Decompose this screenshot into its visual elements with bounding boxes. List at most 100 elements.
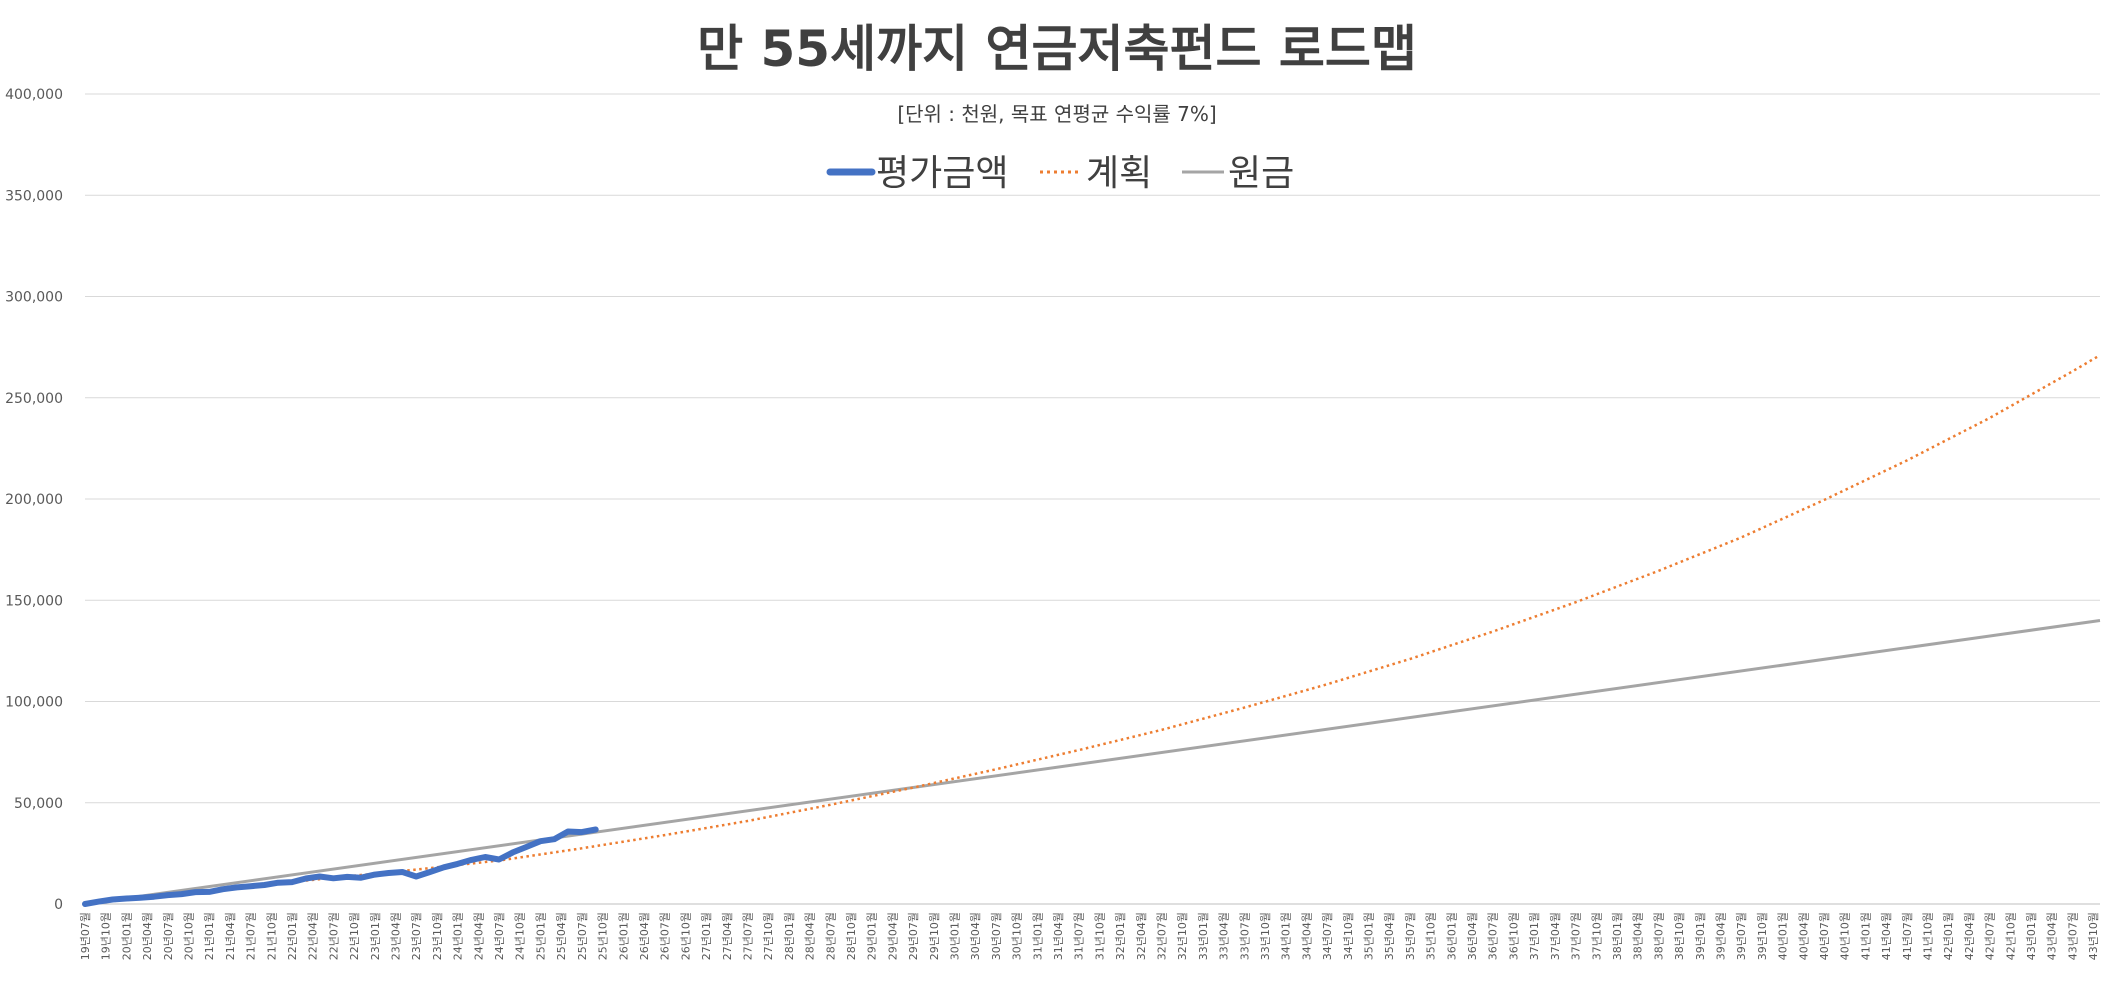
x-tick-label: 24년04월 — [472, 912, 485, 960]
x-tick-label: 31년10월 — [1093, 912, 1106, 960]
x-tick-label: 24년07월 — [493, 912, 506, 960]
x-tick-label: 29년07월 — [907, 912, 920, 960]
x-tick-label: 31년07월 — [1073, 912, 1086, 960]
x-tick-label: 19년10월 — [100, 912, 113, 960]
x-tick-label: 33년01월 — [1197, 912, 1210, 960]
x-tick-label: 22년04월 — [307, 912, 320, 960]
x-tick-label: 35년04월 — [1383, 912, 1396, 960]
x-tick-label: 42년04월 — [1963, 912, 1976, 960]
x-tick-label: 42년07월 — [1984, 912, 1997, 960]
x-tick-label: 23년10월 — [431, 912, 444, 960]
x-tick-label: 39년01월 — [1694, 912, 1707, 960]
x-tick-label: 32년01월 — [1114, 912, 1127, 960]
y-tick-label: 50,000 — [14, 796, 63, 812]
x-tick-label: 25년04월 — [555, 912, 568, 960]
x-tick-label: 37년07월 — [1570, 912, 1583, 960]
x-tick-label: 25년10월 — [597, 912, 610, 960]
x-tick-label: 30년07월 — [990, 912, 1003, 960]
x-tick-label: 38년04월 — [1632, 912, 1645, 960]
x-tick-label: 32년04월 — [1135, 912, 1148, 960]
x-tick-label: 21년04월 — [224, 912, 237, 960]
x-tick-label: 28년07월 — [824, 912, 837, 960]
x-tick-label: 35년07월 — [1404, 912, 1417, 960]
x-tick-label: 28년01월 — [783, 912, 796, 960]
x-tick-label: 24년01월 — [452, 912, 465, 960]
series-line-원금 — [84, 619, 2101, 906]
x-tick-label: 19년07월 — [79, 912, 92, 960]
x-tick-label: 27년04월 — [721, 912, 734, 960]
x-tick-label: 40년10월 — [1839, 912, 1852, 960]
x-tick-label: 20년01월 — [120, 912, 133, 960]
x-tick-label: 42년10월 — [2004, 912, 2017, 960]
x-tick-label: 39년10월 — [1756, 912, 1769, 960]
x-tick-label: 21년10월 — [265, 912, 278, 960]
x-tick-label: 23년01월 — [369, 912, 382, 960]
x-tick-label: 28년04월 — [804, 912, 817, 960]
x-tick-label: 27년01월 — [700, 912, 713, 960]
x-tick-label: 21년01월 — [203, 912, 216, 960]
chart-subtitle: [단위 : 천원, 목표 연평균 수익률 7%] — [897, 102, 1216, 126]
x-tick-label: 41년10월 — [1921, 912, 1934, 960]
x-tick-label: 36년07월 — [1487, 912, 1500, 960]
x-tick-label: 32년10월 — [1176, 912, 1189, 960]
y-tick-label: 400,000 — [5, 87, 63, 103]
x-tick-label: 36년04월 — [1466, 912, 1479, 960]
x-tick-label: 39년04월 — [1714, 912, 1727, 960]
x-tick-label: 37년10월 — [1590, 912, 1603, 960]
x-tick-label: 32년07월 — [1156, 912, 1169, 960]
series-line-평가금액 — [82, 826, 599, 907]
legend: 평가금액 계획 원금 — [826, 153, 1294, 194]
legend-label-평가금액: 평가금액 — [876, 153, 1008, 194]
x-tick-label: 30년04월 — [969, 912, 982, 960]
x-tick-label: 40년07월 — [1818, 912, 1831, 960]
x-tick-label: 39년07월 — [1735, 912, 1748, 960]
x-tick-label: 35년01월 — [1363, 912, 1376, 960]
x-tick-label: 21년07월 — [245, 912, 258, 960]
x-tick-label: 20년07월 — [162, 912, 175, 960]
x-tick-label: 20년04월 — [141, 912, 154, 960]
x-tick-label: 23년04월 — [390, 912, 403, 960]
series-line-계획 — [84, 354, 2101, 906]
series-group — [82, 354, 2101, 907]
x-tick-label: 23년07월 — [410, 912, 423, 960]
y-tick-label: 300,000 — [5, 290, 63, 306]
x-tick-label: 29년04월 — [886, 912, 899, 960]
x-tick-label: 43년04월 — [2046, 912, 2059, 960]
x-tick-label: 34년07월 — [1321, 912, 1334, 960]
x-tick-label: 34년01월 — [1280, 912, 1293, 960]
x-tick-label: 37년01월 — [1528, 912, 1541, 960]
x-tick-label: 33년07월 — [1238, 912, 1251, 960]
x-tick-label: 43년10월 — [2087, 912, 2100, 960]
x-tick-label: 26년07월 — [659, 912, 672, 960]
y-tick-label: 200,000 — [5, 492, 63, 508]
y-tick-label: 150,000 — [5, 593, 63, 609]
y-tick-label: 0 — [54, 897, 63, 913]
x-tick-label: 43년07월 — [2066, 912, 2079, 960]
x-tick-label: 20년10월 — [183, 912, 196, 960]
x-tick-label: 36년10월 — [1507, 912, 1520, 960]
gridlines — [85, 93, 2100, 905]
x-tick-label: 25년01월 — [534, 912, 547, 960]
x-tick-label: 37년04월 — [1549, 912, 1562, 960]
x-tick-label: 29년01월 — [866, 912, 879, 960]
x-tick-label: 29년10월 — [928, 912, 941, 960]
x-tick-label: 41년01월 — [1859, 912, 1872, 960]
x-tick-label: 22년10월 — [348, 912, 361, 960]
x-tick-label: 28년10월 — [845, 912, 858, 960]
x-tick-label: 22년01월 — [286, 912, 299, 960]
x-tick-label: 24년10월 — [514, 912, 527, 960]
chart-title: 만 55세까지 연금저축펀드 로드맵 — [697, 20, 1417, 78]
x-tick-label: 40년01월 — [1777, 912, 1790, 960]
x-tick-label: 42년01월 — [1942, 912, 1955, 960]
x-tick-label: 34년04월 — [1300, 912, 1313, 960]
legend-label-원금: 원금 — [1228, 153, 1294, 194]
x-tick-label: 26년04월 — [638, 912, 651, 960]
legend-label-계획: 계획 — [1086, 153, 1152, 194]
x-tick-label: 33년10월 — [1259, 912, 1272, 960]
x-tick-label: 31년04월 — [1052, 912, 1065, 960]
x-tick-label: 38년10월 — [1673, 912, 1686, 960]
x-tick-label: 27년07월 — [741, 912, 754, 960]
x-tick-label: 30년10월 — [1011, 912, 1024, 960]
x-tick-label: 41년04월 — [1880, 912, 1893, 960]
